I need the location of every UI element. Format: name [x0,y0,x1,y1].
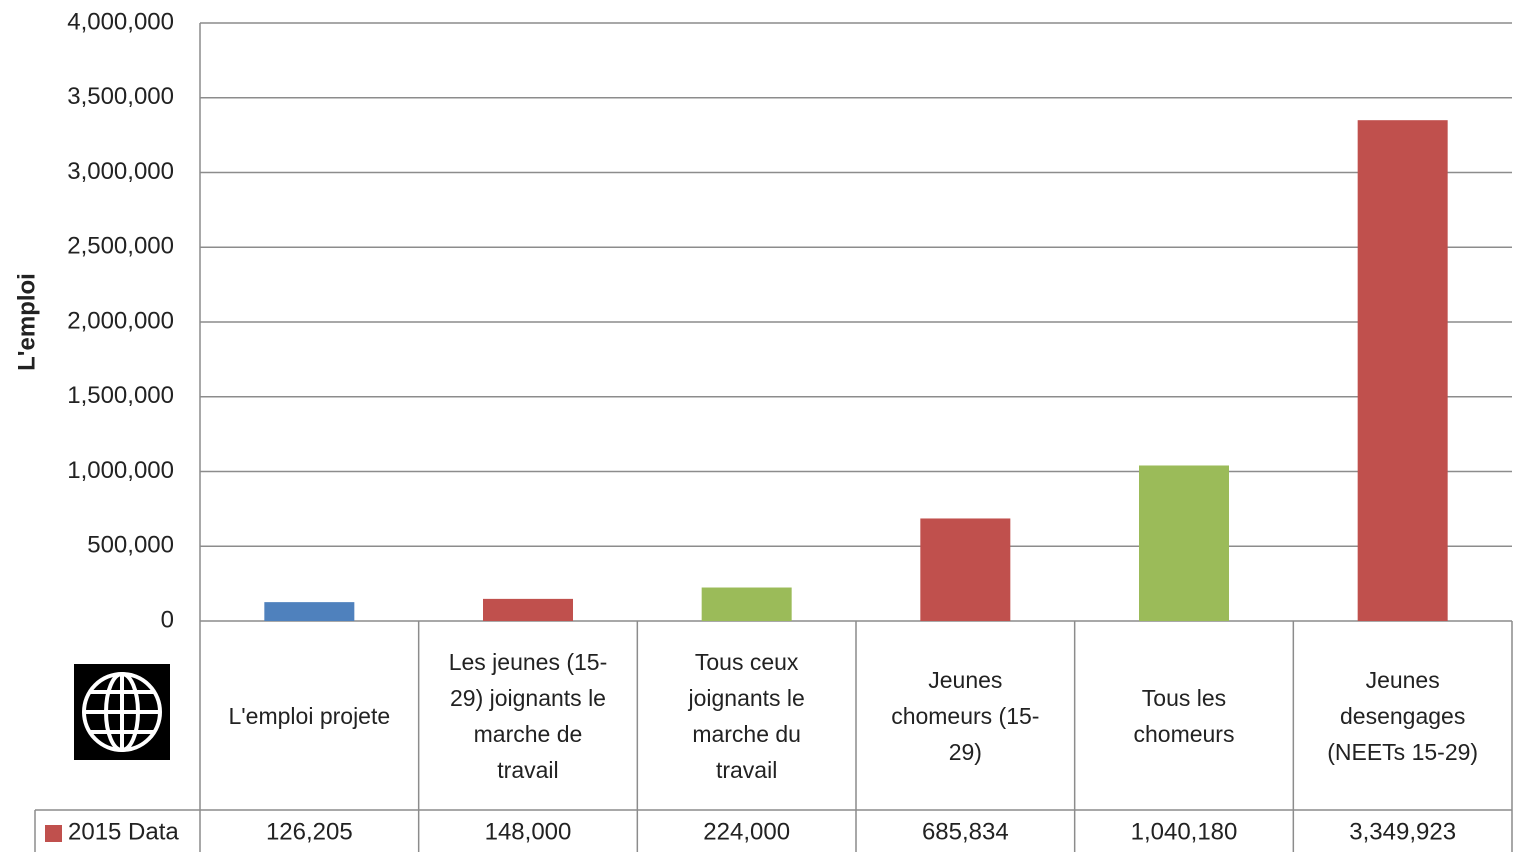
y-tick-label: 3,000,000 [67,158,174,185]
category-cell: Jeunes chomeurs (15-29) [856,621,1075,810]
legend-swatch [45,825,62,842]
category-cell: L'emploi projete [200,621,419,810]
y-tick-label: 0 [161,606,174,633]
value-label: 126,205 [266,818,353,845]
category-cell: Tous ceux joignants le marche du travail [637,621,856,810]
x-tick-label: Les jeunes (15-29) joignants le marche d… [448,648,608,783]
value-label: 148,000 [485,818,572,845]
y-tick-label: 1,000,000 [67,457,174,484]
bar [1357,120,1448,621]
category-cell: Jeunes desengages (NEETs 15-29) [1293,621,1512,810]
value-label: 1,040,180 [1131,818,1238,845]
value-label: 685,834 [922,818,1009,845]
bar [483,598,573,621]
x-tick-label: Jeunes chomeurs (15-29) [891,666,1040,765]
y-tick-label: 1,500,000 [67,382,174,409]
value-label: 3,349,923 [1349,818,1456,845]
value-label: 224,000 [703,818,790,845]
y-tick-label: 2,000,000 [67,307,174,334]
x-tick-label: Jeunes desengages (NEETs 15-29) [1327,666,1479,765]
y-tick-label: 3,500,000 [67,83,174,110]
bar [264,602,355,621]
y-tick-label: 500,000 [87,532,174,559]
category-cell: Les jeunes (15-29) joignants le marche d… [419,621,638,810]
x-tick-label: Tous les chomeurs [1133,684,1235,747]
bar [1139,465,1229,621]
globe-icon [82,672,162,752]
y-axis-label: L'emploi [13,273,40,371]
bar [701,587,792,621]
y-tick-label: 4,000,000 [67,8,174,35]
bar [920,518,1011,621]
x-tick-label: L'emploi projete [228,702,391,729]
x-tick-label: Tous ceux joignants le marche du travail [688,648,805,783]
y-tick-label: 2,500,000 [67,233,174,260]
legend-label: 2015 Data [68,818,179,845]
category-cell: Tous les chomeurs [1075,621,1294,810]
